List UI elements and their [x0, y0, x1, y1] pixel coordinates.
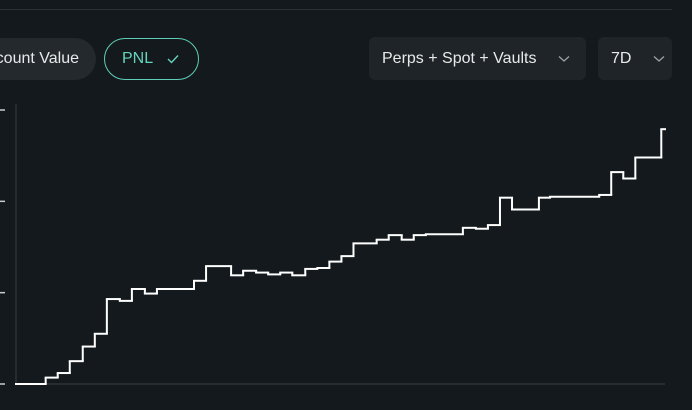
tab-pnl[interactable]: PNL: [104, 38, 199, 80]
tab-label: Account Value: [0, 50, 79, 67]
tab-label: PNL: [122, 50, 154, 67]
scope-dropdown[interactable]: Perps + Spot + Vaults: [369, 37, 586, 80]
dropdown-label: Perps + Spot + Vaults: [382, 49, 537, 67]
check-icon: [167, 55, 179, 64]
chevron: [654, 55, 665, 62]
divider: [0, 9, 672, 10]
chevron: [559, 55, 570, 62]
dropdown-label: 7D: [611, 49, 632, 67]
range-dropdown[interactable]: 7D: [598, 37, 672, 80]
tab-account-value[interactable]: Account Value: [0, 38, 96, 80]
